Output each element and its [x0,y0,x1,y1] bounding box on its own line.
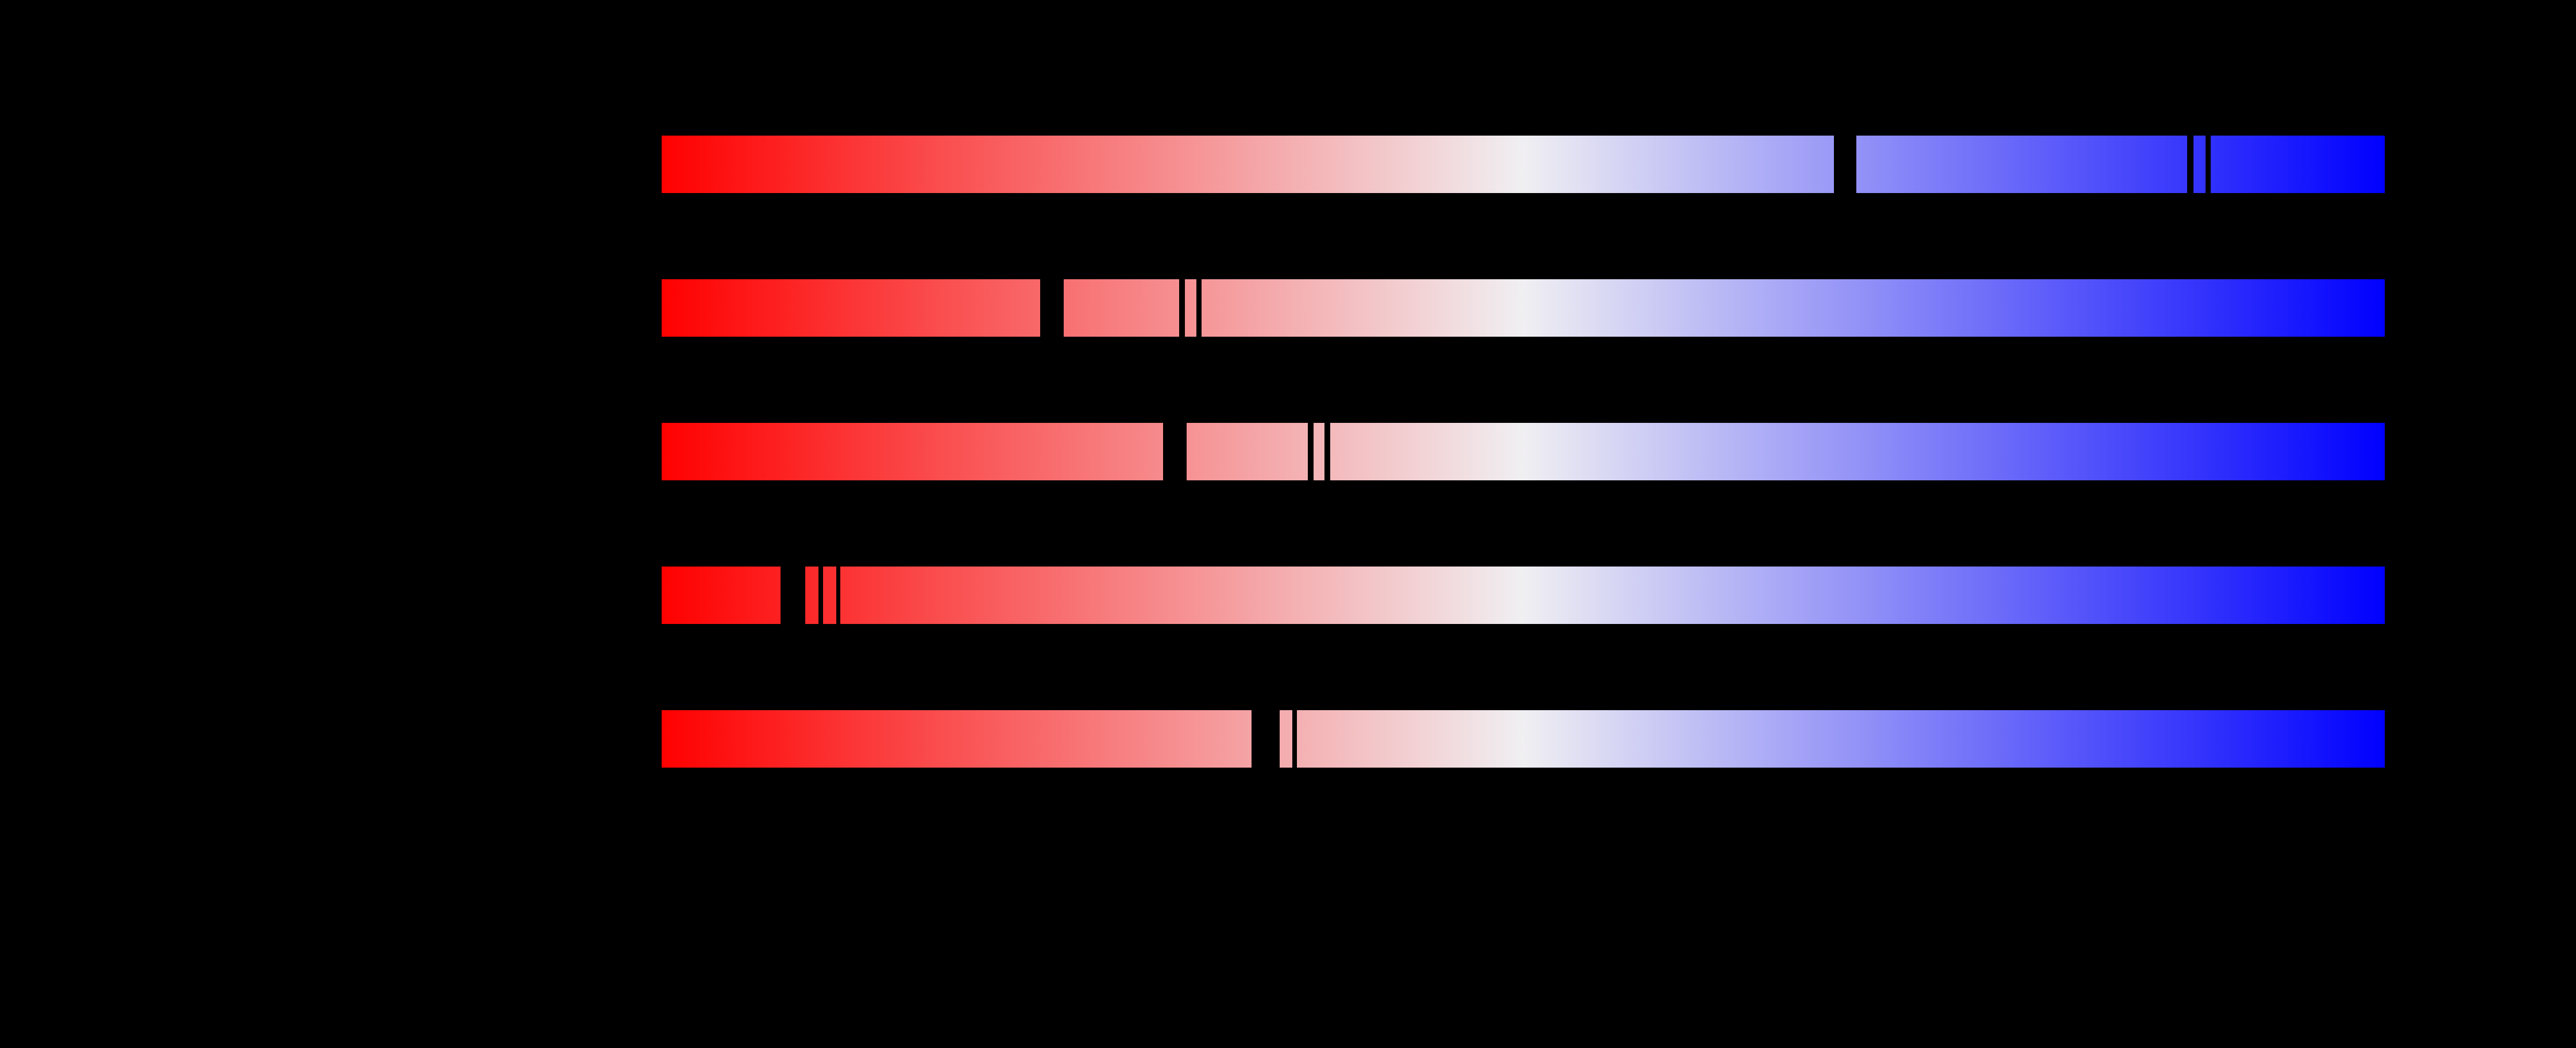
marker-thick-line [1251,710,1280,768]
marker-thick-line [1833,136,1856,193]
gradient-bar-row-3 [662,423,2385,480]
marker-thin-line [1196,279,1202,337]
gradient-bar-row-5 [662,710,2385,768]
marker-thick-line [781,567,805,624]
marker-thin-line [836,567,841,624]
marker-thin-line [1179,279,1185,337]
marker-thin-line [1308,423,1314,480]
marker-thick-line [1040,279,1064,337]
gradient-bar-row-4 [662,567,2385,624]
marker-thin-line [1292,710,1297,768]
marker-thin-line [1324,423,1330,480]
marker-thin-line [818,567,824,624]
marker-thick-line [1163,423,1187,480]
gradient-bar-row-1 [662,136,2385,193]
gradient-bar-row-2 [662,279,2385,337]
marker-thin-line [2206,136,2211,193]
marker-thin-line [2187,136,2193,193]
